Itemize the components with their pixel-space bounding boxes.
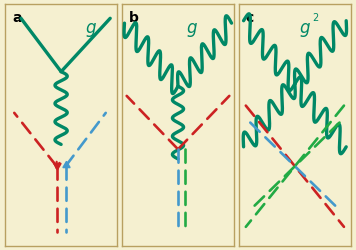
Text: g: g	[299, 19, 310, 37]
Text: g: g	[86, 19, 96, 37]
Text: b: b	[129, 11, 139, 25]
Text: g: g	[187, 19, 198, 37]
Text: c: c	[246, 11, 254, 25]
Text: 2: 2	[313, 13, 319, 23]
Text: a: a	[12, 11, 21, 25]
